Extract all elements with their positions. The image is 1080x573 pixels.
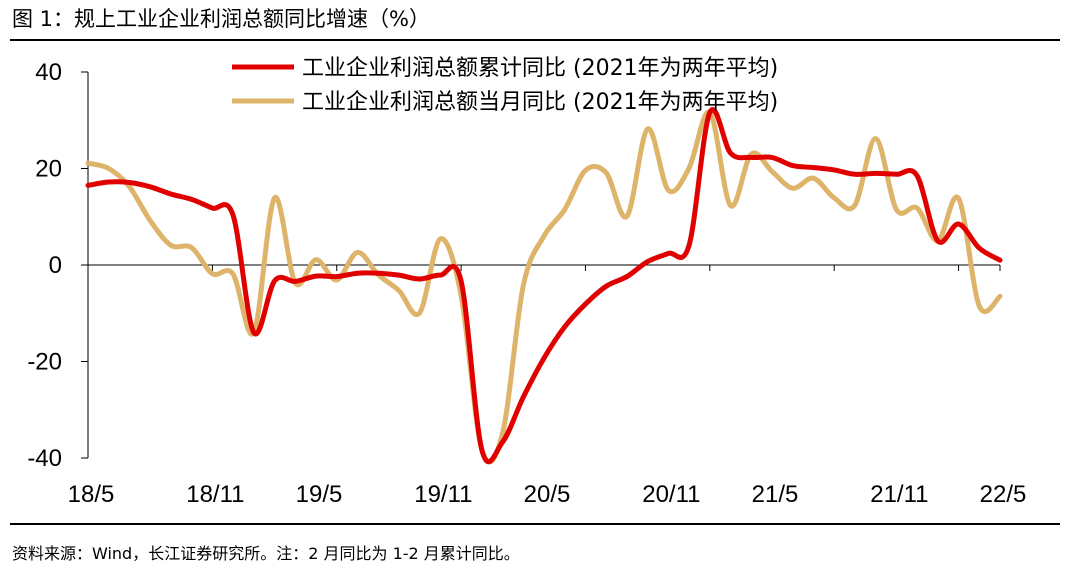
y-tick-label: 40 (35, 59, 62, 86)
series-monthly-yoy-line (85, 109, 1003, 465)
series-cumulative-yoy-line (85, 107, 1003, 465)
source-note: 资料来源：Wind，长江证券研究所。注：2 月同比为 1-2 月累计同比。 (12, 544, 520, 563)
series-monthly-yoy-legend-label: 工业企业利润总额当月同比 (2021年为两年平均) (302, 90, 778, 115)
x-tick-label: 22/5 (980, 481, 1027, 508)
x-tick-label: 20/5 (524, 481, 571, 508)
y-tick-label: 0 (49, 252, 62, 279)
y-tick-label: -40 (27, 445, 62, 472)
y-tick-label: 20 (35, 156, 62, 183)
x-tick-label: 19/5 (296, 481, 343, 508)
legend: 工业企业利润总额累计同比 (2021年为两年平均) 工业企业利润总额当月同比 (2… (232, 56, 778, 115)
series-layer (85, 107, 1003, 465)
x-tick-label: 20/11 (642, 481, 700, 508)
top-rule (10, 39, 1060, 41)
series-cumulative-yoy-legend-label: 工业企业利润总额累计同比 (2021年为两年平均) (302, 56, 778, 81)
x-tick-label: 19/11 (414, 481, 472, 508)
bottom-rule (10, 523, 1060, 525)
y-tick-label: -20 (27, 349, 62, 376)
x-tick-label: 21/11 (870, 481, 928, 508)
x-tick-label: 18/11 (186, 481, 244, 508)
x-tick-label: 21/5 (752, 481, 799, 508)
x-tick-label: 18/5 (68, 481, 115, 508)
line-chart: -40 -20 0 20 40 18/5 18/11 19/5 19/11 20/5 20/11 21… (27, 56, 1026, 508)
axes: -40 -20 0 20 40 18/5 18/11 19/5 19/11 20/5 20/11 21… (27, 59, 1026, 508)
figure-title: 图 1：规上工业企业利润总额同比增速（%） (12, 7, 430, 31)
